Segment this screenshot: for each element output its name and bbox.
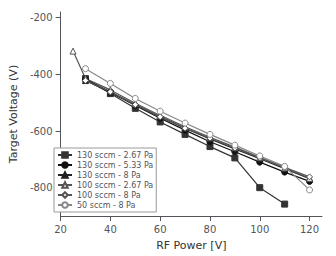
svg-text:50 sccm - 8 Pa: 50 sccm - 8 Pa xyxy=(77,201,136,210)
svg-text:80: 80 xyxy=(204,224,217,235)
svg-text:-800: -800 xyxy=(30,182,53,193)
svg-text:60: 60 xyxy=(154,224,167,235)
svg-text:120: 120 xyxy=(300,224,319,235)
svg-text:20: 20 xyxy=(54,224,67,235)
svg-text:100: 100 xyxy=(250,224,269,235)
svg-text:130 sccm - 8 Pa: 130 sccm - 8 Pa xyxy=(77,171,141,180)
svg-text:RF Power [V]: RF Power [V] xyxy=(156,239,226,252)
svg-text:100 sccm - 8 Pa: 100 sccm - 8 Pa xyxy=(77,191,141,200)
svg-text:-600: -600 xyxy=(30,126,53,137)
svg-text:Target Voltage (V): Target Voltage (V) xyxy=(7,65,20,164)
svg-text:100 sccm - 2.67 Pa: 100 sccm - 2.67 Pa xyxy=(77,181,153,190)
svg-text:130 sccm - 5.33 Pa: 130 sccm - 5.33 Pa xyxy=(77,161,153,170)
svg-text:40: 40 xyxy=(104,224,117,235)
svg-text:-200: -200 xyxy=(30,12,53,23)
svg-text:130 sccm - 2.67 Pa: 130 sccm - 2.67 Pa xyxy=(77,151,153,160)
svg-text:-400: -400 xyxy=(30,69,53,80)
